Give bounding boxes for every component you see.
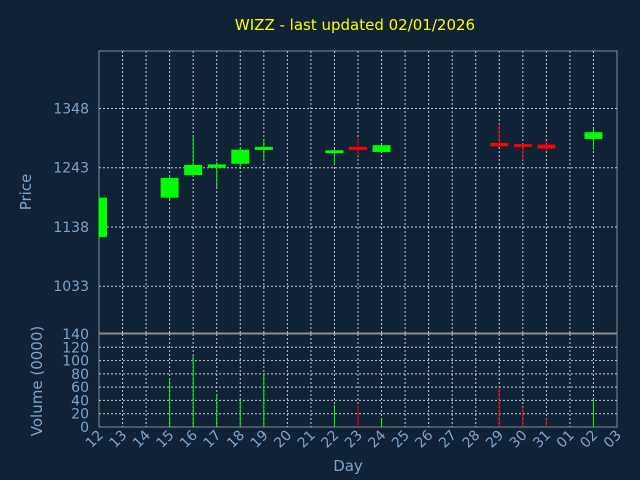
day-tick-label: 27 [436,428,460,452]
price-tick-label: 1348 [53,102,89,118]
day-tick-label: 15 [154,428,178,452]
price-candles [98,124,603,238]
price-tick-label: 1243 [53,161,89,177]
day-tick-labels: 12 13 14 15 16 17 18 19 20 21 22 23 24 25 26 27 28 29 30 31… [83,427,625,451]
candle-body [99,197,107,238]
volume-tick-label: 100 [62,354,89,370]
grid-lines [99,51,617,427]
volume-tick-label: 0 [80,420,89,436]
candle-body [231,149,250,164]
day-tick-label: 31 [530,428,554,452]
price-tick-labels: 1033 1138 1243 1348 [53,102,89,296]
day-tick-label: 14 [130,427,154,451]
day-tick-label: 23 [342,428,366,452]
day-tick-label: 26 [413,427,437,451]
day-tick-label: 21 [295,428,319,452]
day-tick-label: 18 [224,428,248,452]
day-tick-label: 25 [389,428,413,452]
candle-body [490,142,509,147]
day-tick-label: 24 [365,427,389,451]
day-tick-label: 30 [507,428,531,452]
candle-body [254,146,273,150]
candle-body [349,146,367,150]
price-tick-label: 1138 [53,220,89,236]
volume-tick-label: 40 [71,393,89,409]
day-axis-label: Day [333,457,363,475]
volume-bars [169,355,594,427]
price-tick-label: 1033 [53,279,89,295]
day-tick-label: 28 [460,428,484,452]
candle-body [584,132,603,139]
volume-tick-label: 140 [62,327,89,343]
day-tick-label: 29 [483,428,507,452]
day-tick-label: 03 [601,428,625,452]
volume-tick-label: 60 [71,380,89,396]
day-tick-label: 17 [201,428,225,452]
candle-body [372,145,391,152]
candle-body [513,144,532,148]
day-tick-label: 16 [177,427,201,451]
volume-tick-label: 120 [62,340,89,356]
volume-tick-label: 80 [71,367,89,383]
day-tick-label: 02 [577,428,601,452]
chart-title: WIZZ - last updated 02/01/2026 [235,16,475,34]
candle-body [325,150,344,154]
candle-body [160,177,179,198]
candle-body [537,144,556,149]
day-tick-label: 22 [318,428,342,452]
candle-body [184,164,203,176]
day-tick-label: 01 [554,428,578,452]
day-tick-label: 20 [271,428,295,452]
volume-axis-label: Volume (0000) [28,326,46,436]
price-axis-label: Price [17,174,35,211]
day-tick-label: 19 [248,428,272,452]
candle-body [207,164,226,168]
volume-tick-label: 20 [71,407,89,423]
day-tick-label: 13 [106,428,130,452]
